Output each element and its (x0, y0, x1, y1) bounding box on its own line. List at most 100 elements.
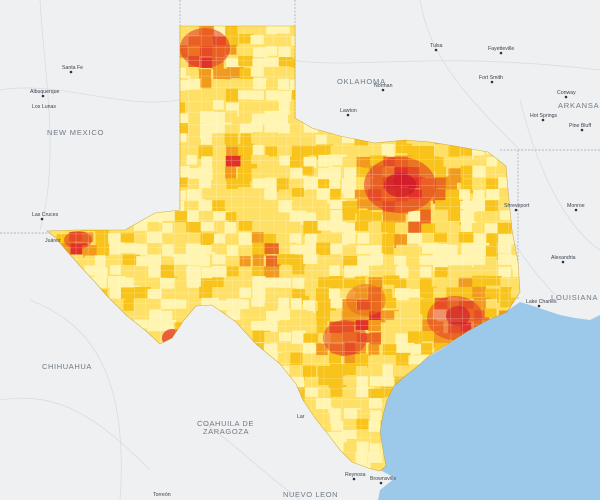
county-tile (251, 90, 264, 100)
label-laredo: Lar (297, 414, 305, 420)
county-tile (343, 407, 361, 419)
county-tile (238, 299, 249, 309)
county-tile (302, 166, 314, 176)
county-tile (302, 311, 314, 322)
county-tile (445, 156, 460, 170)
county-tile (172, 231, 191, 242)
county-tile (380, 322, 399, 336)
county-tile (160, 264, 177, 279)
hotspot-el-paso (64, 231, 92, 249)
county-tile (406, 344, 422, 355)
county-tile (238, 232, 253, 246)
county-tile (212, 200, 226, 214)
county-tile (343, 278, 356, 291)
city-dot-conway (564, 95, 568, 99)
label-albuquerque: Albuquerque (30, 89, 60, 95)
county-tile (303, 254, 320, 264)
county-tile (435, 166, 446, 182)
county-tile (330, 221, 347, 233)
county-tile (211, 277, 224, 289)
county-tile (174, 287, 189, 301)
county-tile (331, 431, 347, 443)
county-tile (185, 243, 201, 255)
county-tile (380, 288, 392, 301)
county-tile (133, 275, 149, 286)
county-tile (316, 311, 332, 322)
county-tile (435, 200, 453, 210)
county-tile (342, 156, 360, 168)
county-tile (161, 320, 176, 332)
county-tile (251, 308, 269, 323)
county-tile (188, 113, 203, 123)
county-tile (276, 67, 293, 76)
county-tile (484, 308, 497, 318)
county-tile (381, 297, 397, 309)
county-tile (264, 243, 280, 255)
county-tile (213, 144, 226, 158)
county-tile (213, 26, 227, 36)
label-coahuila-1: COAHUILA DE (197, 419, 254, 428)
county-tile (446, 244, 458, 259)
county-tile (432, 189, 446, 204)
county-tile (435, 222, 448, 236)
county-tile (186, 222, 202, 236)
county-tile (265, 80, 278, 96)
county-tile (408, 355, 426, 365)
county-tile (213, 68, 232, 80)
county-tile (318, 277, 335, 288)
county-tile (356, 245, 375, 255)
county-tile (304, 200, 316, 211)
county-tile (447, 265, 464, 278)
county-tile (500, 277, 519, 288)
county-tile (199, 69, 212, 85)
county-tile (407, 331, 422, 345)
label-torreon: Torreón (153, 492, 171, 498)
county-tile (486, 156, 498, 172)
county-tile (512, 265, 520, 279)
county-tile (211, 243, 224, 253)
county-tile (330, 310, 346, 321)
county-tile (394, 210, 406, 224)
county-tile (434, 144, 449, 157)
county-tile (146, 254, 162, 268)
county-tile (290, 309, 308, 320)
county-tile (317, 365, 333, 376)
county-tile (200, 89, 218, 101)
county-tile (460, 210, 477, 223)
county-tile (328, 288, 341, 303)
county-tile (225, 256, 239, 266)
county-tile (212, 165, 225, 181)
county-tile (213, 233, 226, 244)
county-tile (393, 255, 407, 268)
county-tile (226, 266, 239, 277)
county-tile (147, 221, 159, 236)
county-tile (120, 243, 139, 254)
county-line (47, 233, 520, 235)
county-tile (238, 245, 251, 258)
county-tile (368, 398, 383, 409)
county-tile (344, 363, 357, 376)
county-tile (472, 177, 489, 190)
county-tile (251, 113, 270, 125)
county-tile (187, 134, 199, 144)
county-tile (394, 288, 411, 301)
county-tile (175, 133, 187, 143)
county-tile (369, 146, 381, 161)
county-tile (276, 167, 288, 182)
county-tile (201, 267, 213, 280)
county-tile (318, 375, 332, 386)
county-tile (499, 210, 514, 221)
county-tile (252, 144, 264, 160)
county-tile (342, 397, 354, 409)
county-tile (292, 277, 307, 289)
county-tile (277, 352, 295, 364)
county-tile (370, 462, 383, 471)
county-tile (291, 330, 306, 345)
county-tile (396, 352, 411, 369)
county-tile (278, 99, 291, 115)
county-tile (252, 254, 264, 267)
county-tile (329, 178, 341, 194)
county-tile (408, 265, 421, 282)
county-tile (250, 190, 264, 203)
